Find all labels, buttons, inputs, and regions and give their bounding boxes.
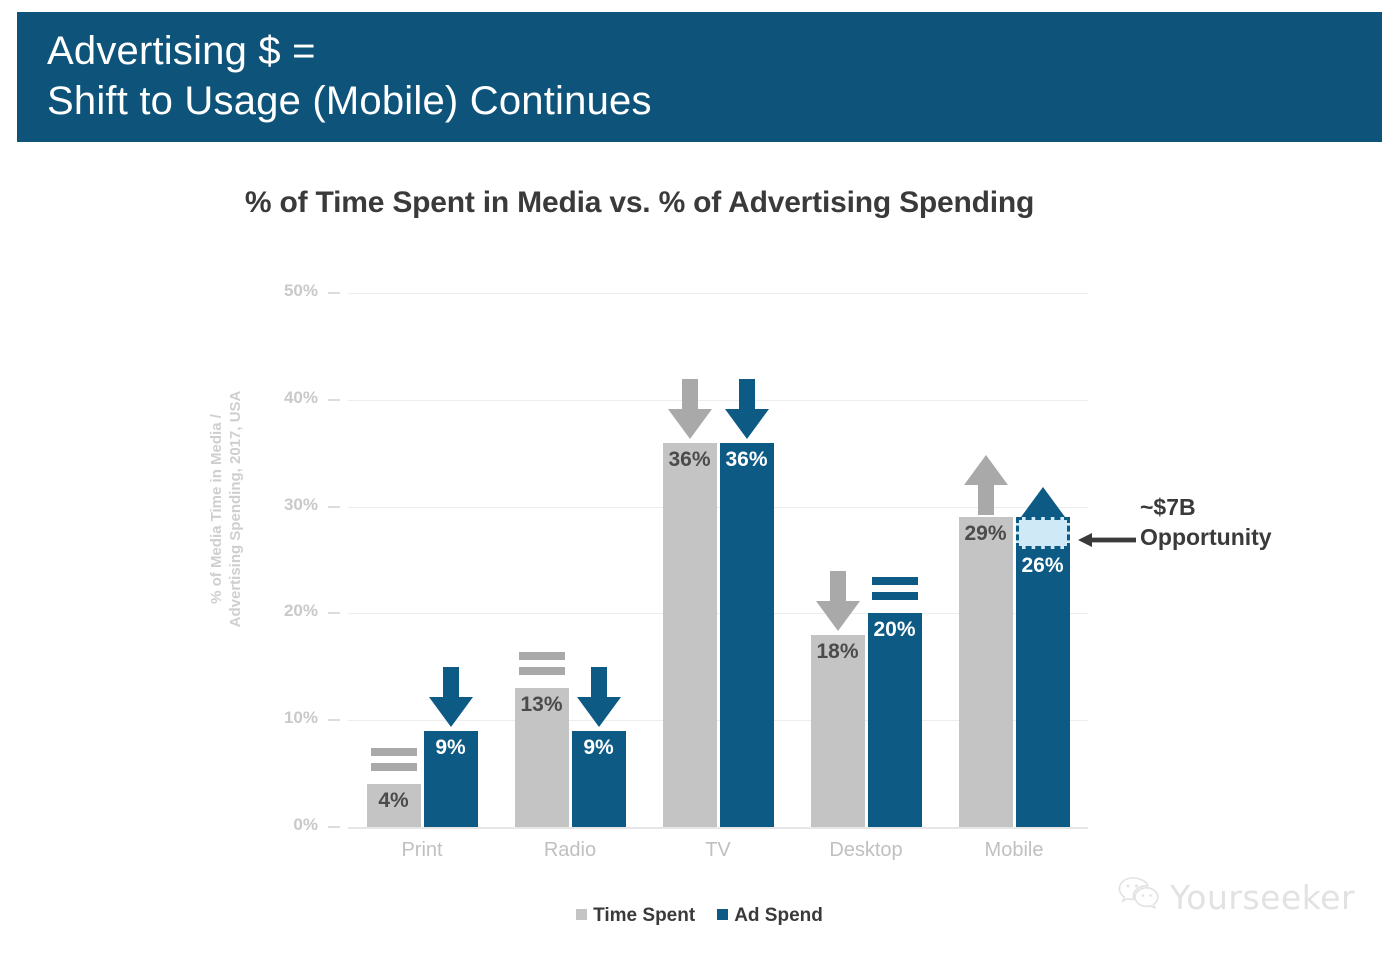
bar-desktop-time-spent [810,634,865,827]
y-axis-tick-label: 50% [283,281,318,300]
bar-print-ad-spend [423,730,478,827]
legend-swatch-icon [576,909,588,920]
bar-radio-ad-spend [571,730,626,827]
y-axis-tick-label: 0% [293,815,318,834]
legend-swatch-icon [717,909,729,920]
bar-mobile-ad-spend [1015,549,1070,827]
gridline [348,720,1088,722]
gridline [348,613,1088,615]
opportunity-amount: ~$7B [1140,494,1196,520]
bar-value-desktop-time-spent: 18% [816,639,859,663]
bar-value-tv-time-spent: 36% [668,447,711,471]
arrow-up-icon [963,453,1008,516]
y-axis-tick-label: 40% [283,387,318,407]
x-axis-category-print: Print [401,839,443,861]
arrow-down-icon [724,378,769,441]
chart-legend: Time Spent Ad Spend [0,905,1399,927]
page-title: Advertising $ = Shift to Usage (Mobile) … [47,29,652,123]
legend-item-time-spent[interactable]: Time Spent [576,905,695,926]
y-axis-tick-mark [328,292,340,294]
gridline [348,506,1088,508]
equals-icon [370,748,417,780]
bar-value-radio-time-spent: 13% [520,693,563,717]
header-banner: Advertising $ = Shift to Usage (Mobile) … [17,12,1382,142]
bar-tv-time-spent [662,442,717,827]
x-axis-category-radio: Radio [543,839,597,861]
bar-value-mobile-ad-spend: 26% [1021,554,1064,578]
legend-item-ad-spend[interactable]: Ad Spend [717,905,823,926]
y-axis-tick-mark [328,719,340,722]
bar-value-tv-ad-spend: 36% [725,447,768,471]
y-axis-tick-mark [328,826,340,828]
bar-value-print-time-spent: 4% [378,789,409,813]
legend-label: Time Spent [593,905,696,926]
chart-title-text: % of Time Spent in Media vs. % of Advert… [244,186,1035,219]
y-axis-tick-mark [328,612,340,615]
bar-value-mobile-time-spent: 29% [964,522,1007,546]
y-axis-tick-mark [328,505,340,508]
arrow-down-icon [667,378,712,441]
arrow-down-icon [428,666,473,729]
equals-icon [518,652,565,684]
opportunity-pointer-arrow [1078,533,1136,547]
y-axis-tick-label: 30% [283,494,318,514]
equals-icon [871,577,918,609]
y-axis-tick-label: 20% [283,601,318,621]
bar-value-desktop-ad-spend: 20% [873,618,916,642]
x-axis-category-mobile: Mobile [984,839,1044,861]
arrow-down-icon [576,666,621,729]
bar-value-print-ad-spend: 9% [435,735,466,759]
wechat-icon [1118,876,1160,918]
y-axis-label-text: % of Media Time in Media / Advertising S… [208,390,244,628]
chart-title: % of Time Spent in Media vs. % of Advert… [0,186,1399,220]
y-axis-label: % of Media Time in Media / Advertising S… [186,330,266,690]
bar-desktop-ad-spend [867,613,922,827]
bar-value-radio-ad-spend: 9% [583,735,614,759]
watermark: Yourseeker [1118,876,1355,918]
opportunity-annotation: ~$7B Opportunity [1140,492,1380,552]
gridline [348,293,1088,294]
x-axis-category-tv: TV [705,839,731,861]
gridline [348,399,1088,401]
watermark-text: Yourseeker [1170,877,1356,917]
opportunity-label: Opportunity [1140,524,1272,550]
bar-print-time-spent [366,784,421,827]
bar-radio-time-spent [514,688,569,827]
legend-label: Ad Spend [734,905,823,926]
bar-tv-ad-spend [719,442,774,827]
opportunity-box [1015,517,1070,550]
y-axis-tick-mark [328,398,340,401]
arrow-down-icon [815,570,860,633]
bar-mobile-time-spent [958,517,1013,827]
x-axis-line [348,827,1088,829]
y-axis-tick-label: 10% [283,708,318,728]
x-axis-category-desktop: Desktop [829,839,903,861]
